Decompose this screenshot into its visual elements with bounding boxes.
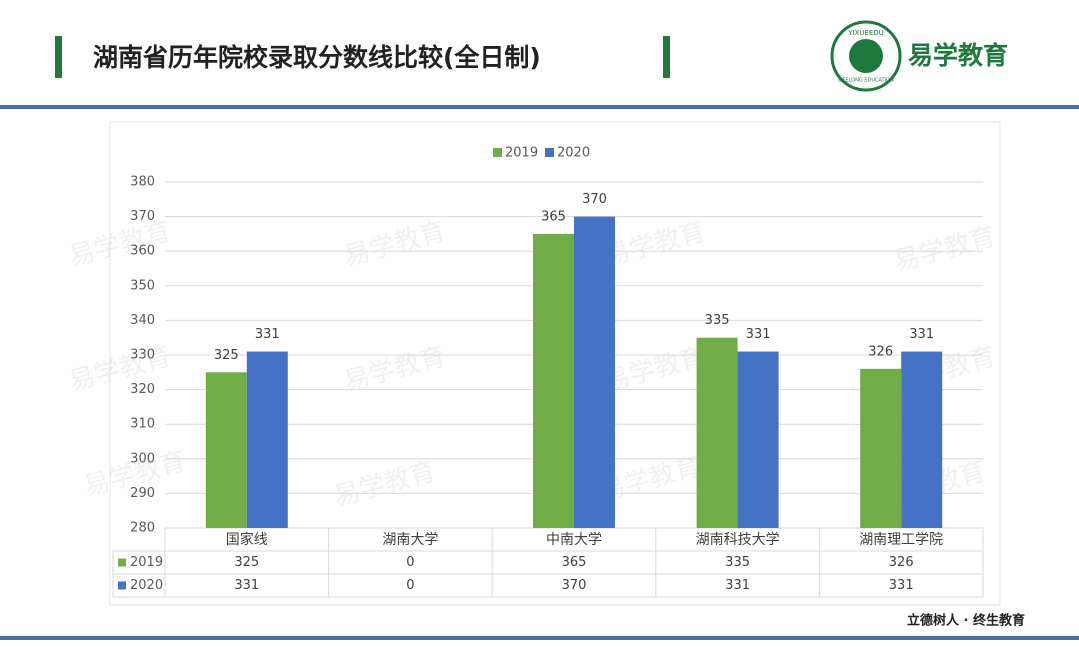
table-series-label: 2020 (130, 578, 163, 593)
footer: 立德树人 · 终生教育 (907, 613, 1025, 629)
table-value: 335 (725, 555, 750, 570)
table-value: 0 (406, 578, 414, 593)
legend-label: 2020 (557, 146, 590, 161)
table-value: 326 (889, 555, 914, 570)
data-label: 326 (868, 344, 893, 359)
bar (246, 351, 288, 528)
header-rule (0, 105, 1079, 109)
x-tick-label: 国家线 (226, 531, 268, 548)
data-label: 331 (909, 327, 934, 342)
logo-ring (830, 20, 902, 92)
bar (205, 372, 247, 528)
y-tick-label: 280 (130, 521, 155, 536)
data-label: 370 (582, 192, 607, 207)
table-swatch (118, 558, 126, 567)
title-bar-left (55, 36, 62, 78)
data-label: 325 (214, 348, 239, 363)
table-value: 331 (889, 578, 914, 593)
table-value: 370 (562, 578, 587, 593)
y-tick-label: 380 (130, 175, 155, 190)
table-value: 331 (725, 578, 750, 593)
bar (533, 233, 574, 528)
y-tick-label: 350 (130, 278, 155, 293)
table-value: 325 (234, 555, 259, 570)
y-tick-label: 320 (130, 382, 155, 397)
bar (901, 351, 943, 528)
legend-label: 2019 (505, 146, 538, 161)
bar (737, 351, 779, 528)
bar (574, 216, 615, 528)
table-swatch (118, 581, 126, 590)
data-label: 331 (746, 327, 771, 342)
x-tick-label: 中南大学 (546, 532, 602, 548)
data-label: 365 (541, 209, 566, 224)
table-value: 331 (234, 578, 259, 593)
data-label: 331 (255, 327, 280, 342)
x-tick-label: 湖南大学 (382, 532, 438, 548)
data-label: 335 (705, 313, 730, 328)
bar (860, 368, 902, 528)
y-tick-label: 360 (130, 244, 155, 259)
legend-swatch (545, 148, 554, 157)
y-tick-label: 310 (130, 417, 155, 432)
x-tick-label: 湖南科技大学 (696, 532, 780, 548)
logo-bottom: LIFELONG EDUCATION (838, 78, 894, 84)
brand: 易学教育 (908, 41, 1008, 70)
logo-core (849, 39, 883, 73)
y-tick-label: 330 (130, 348, 155, 363)
y-tick-label: 300 (130, 451, 155, 466)
x-tick-label: 湖南理工学院 (859, 532, 943, 548)
footer-rule (0, 636, 1079, 640)
bar (696, 337, 738, 528)
logo-top: YIXUEEDU (847, 29, 884, 37)
y-tick-label: 370 (130, 209, 155, 224)
y-tick-label: 290 (130, 486, 155, 501)
table-series-label: 2019 (130, 555, 163, 570)
y-tick-label: 340 (130, 313, 155, 328)
legend-swatch (493, 148, 502, 157)
slide-title: 湖南省历年院校录取分数线比较(全日制) (93, 43, 541, 72)
table-value: 0 (406, 555, 414, 570)
title-bar-right (663, 36, 670, 78)
table-value: 365 (562, 555, 587, 570)
